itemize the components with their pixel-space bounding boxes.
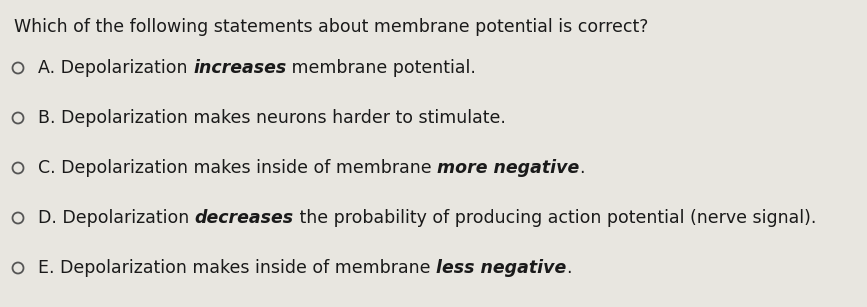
Text: B. Depolarization makes neurons harder to stimulate.: B. Depolarization makes neurons harder t… [38, 109, 505, 127]
Text: less negative: less negative [436, 259, 566, 277]
Text: increases: increases [193, 59, 286, 77]
Text: D. Depolarization: D. Depolarization [38, 209, 195, 227]
Text: C. Depolarization makes inside of membrane: C. Depolarization makes inside of membra… [38, 159, 437, 177]
Text: decreases: decreases [195, 209, 294, 227]
Text: Which of the following statements about membrane potential is correct?: Which of the following statements about … [14, 18, 649, 36]
Text: .: . [566, 259, 571, 277]
Text: .: . [579, 159, 585, 177]
Text: E. Depolarization makes inside of membrane: E. Depolarization makes inside of membra… [38, 259, 436, 277]
Text: the probability of producing action potential (nerve signal).: the probability of producing action pote… [294, 209, 816, 227]
Text: membrane potential.: membrane potential. [286, 59, 476, 77]
Text: more negative: more negative [437, 159, 579, 177]
Text: A. Depolarization: A. Depolarization [38, 59, 193, 77]
